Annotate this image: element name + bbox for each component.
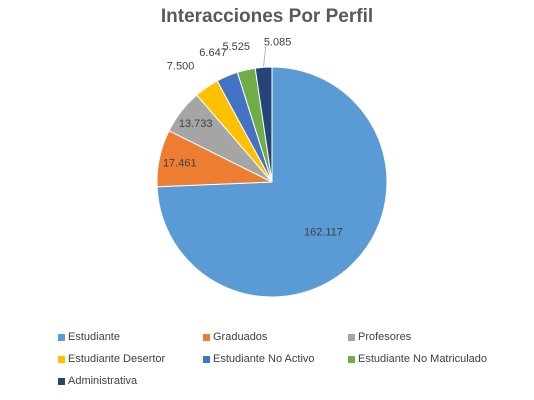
leader-line bbox=[263, 46, 267, 67]
legend-label: Estudiante Desertor bbox=[68, 353, 166, 365]
data-label: 6.647 bbox=[199, 47, 227, 59]
data-label: 7.500 bbox=[167, 60, 195, 72]
legend-swatch bbox=[58, 334, 65, 341]
data-label: 13.733 bbox=[179, 118, 213, 130]
legend-label: Estudiante No Matriculado bbox=[358, 353, 488, 365]
legend-swatch bbox=[348, 356, 355, 363]
data-label: 5.085 bbox=[264, 36, 292, 48]
legend-swatch bbox=[203, 356, 210, 363]
chart-title: Interacciones Por Perfil bbox=[160, 6, 374, 27]
data-label: 5.525 bbox=[222, 41, 250, 53]
legend-label: Graduados bbox=[213, 331, 268, 343]
legend-label: Administrativa bbox=[68, 375, 138, 387]
data-label: 17.461 bbox=[163, 157, 197, 169]
legend-swatch bbox=[203, 334, 210, 341]
legend-swatch bbox=[58, 378, 65, 385]
legend-label: Estudiante bbox=[68, 331, 120, 343]
legend-swatch bbox=[58, 356, 65, 363]
legend-label: Estudiante No Activo bbox=[213, 353, 315, 365]
data-label: 162.117 bbox=[304, 226, 343, 238]
pie-slice-administrativa bbox=[254, 66, 273, 183]
legend-swatch bbox=[348, 334, 355, 341]
legend-label: Profesores bbox=[358, 331, 412, 343]
